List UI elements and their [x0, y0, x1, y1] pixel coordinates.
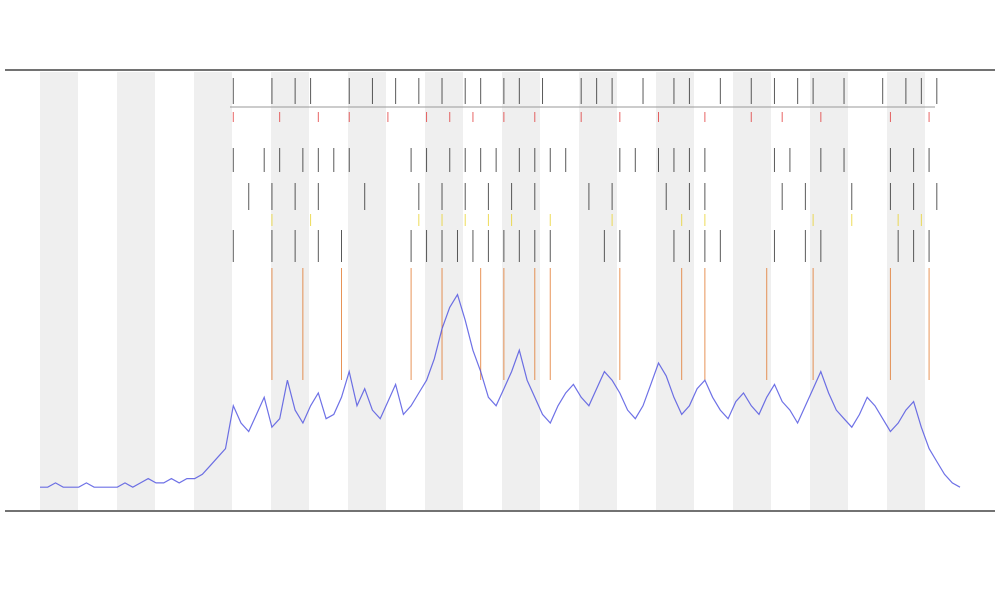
- band: [117, 72, 155, 510]
- bands: [40, 72, 925, 510]
- band: [502, 72, 540, 510]
- band: [40, 72, 78, 510]
- band: [425, 72, 463, 510]
- band: [887, 72, 925, 510]
- band: [656, 72, 694, 510]
- band: [579, 72, 617, 510]
- band: [348, 72, 386, 510]
- band: [194, 72, 232, 510]
- band: [733, 72, 771, 510]
- band: [810, 72, 848, 510]
- signal-line: [40, 293, 961, 488]
